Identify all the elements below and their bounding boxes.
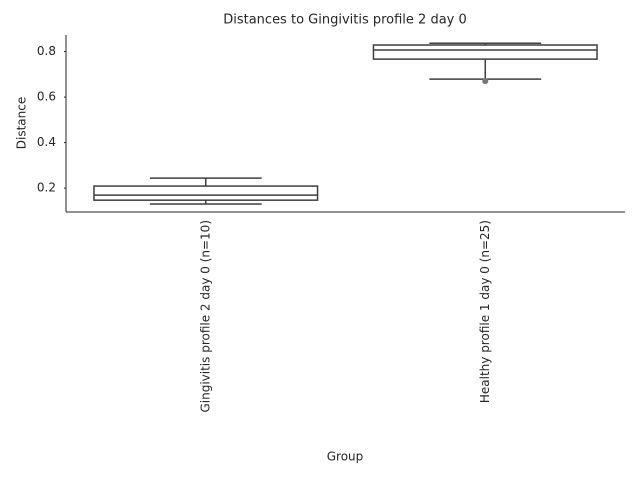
outlier — [482, 78, 489, 85]
box — [93, 185, 319, 201]
box — [372, 44, 598, 60]
y-tick-label: 0.8 — [37, 44, 56, 58]
x-axis-label: Group — [327, 450, 364, 464]
y-axis-label: Distance — [15, 97, 29, 149]
y-tick-label: 0.2 — [37, 181, 56, 195]
y-tick-label: 0.4 — [37, 135, 56, 149]
x-tick-label: Healthy profile 1 day 0 (n=25) — [478, 220, 492, 403]
y-tick-label: 0.6 — [37, 90, 56, 104]
chart-title: Distances to Gingivitis profile 2 day 0 — [223, 13, 467, 28]
x-tick-label: Gingivitis profile 2 day 0 (n=10) — [198, 220, 212, 413]
